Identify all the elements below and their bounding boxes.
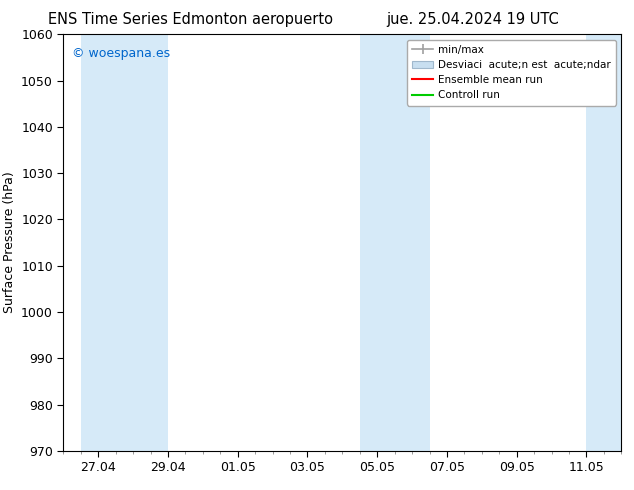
- Bar: [586, 34, 621, 451]
- Bar: [81, 34, 133, 451]
- Legend: min/max, Desviaci  acute;n est  acute;ndar, Ensemble mean run, Controll run: min/max, Desviaci acute;n est acute;ndar…: [407, 40, 616, 105]
- Text: jue. 25.04.2024 19 UTC: jue. 25.04.2024 19 UTC: [386, 12, 559, 27]
- Text: ENS Time Series Edmonton aeropuerto: ENS Time Series Edmonton aeropuerto: [48, 12, 333, 27]
- Text: © woespana.es: © woespana.es: [72, 47, 170, 60]
- Y-axis label: Surface Pressure (hPa): Surface Pressure (hPa): [3, 172, 16, 314]
- Bar: [359, 34, 394, 451]
- Bar: [394, 34, 429, 451]
- Bar: [133, 34, 168, 451]
